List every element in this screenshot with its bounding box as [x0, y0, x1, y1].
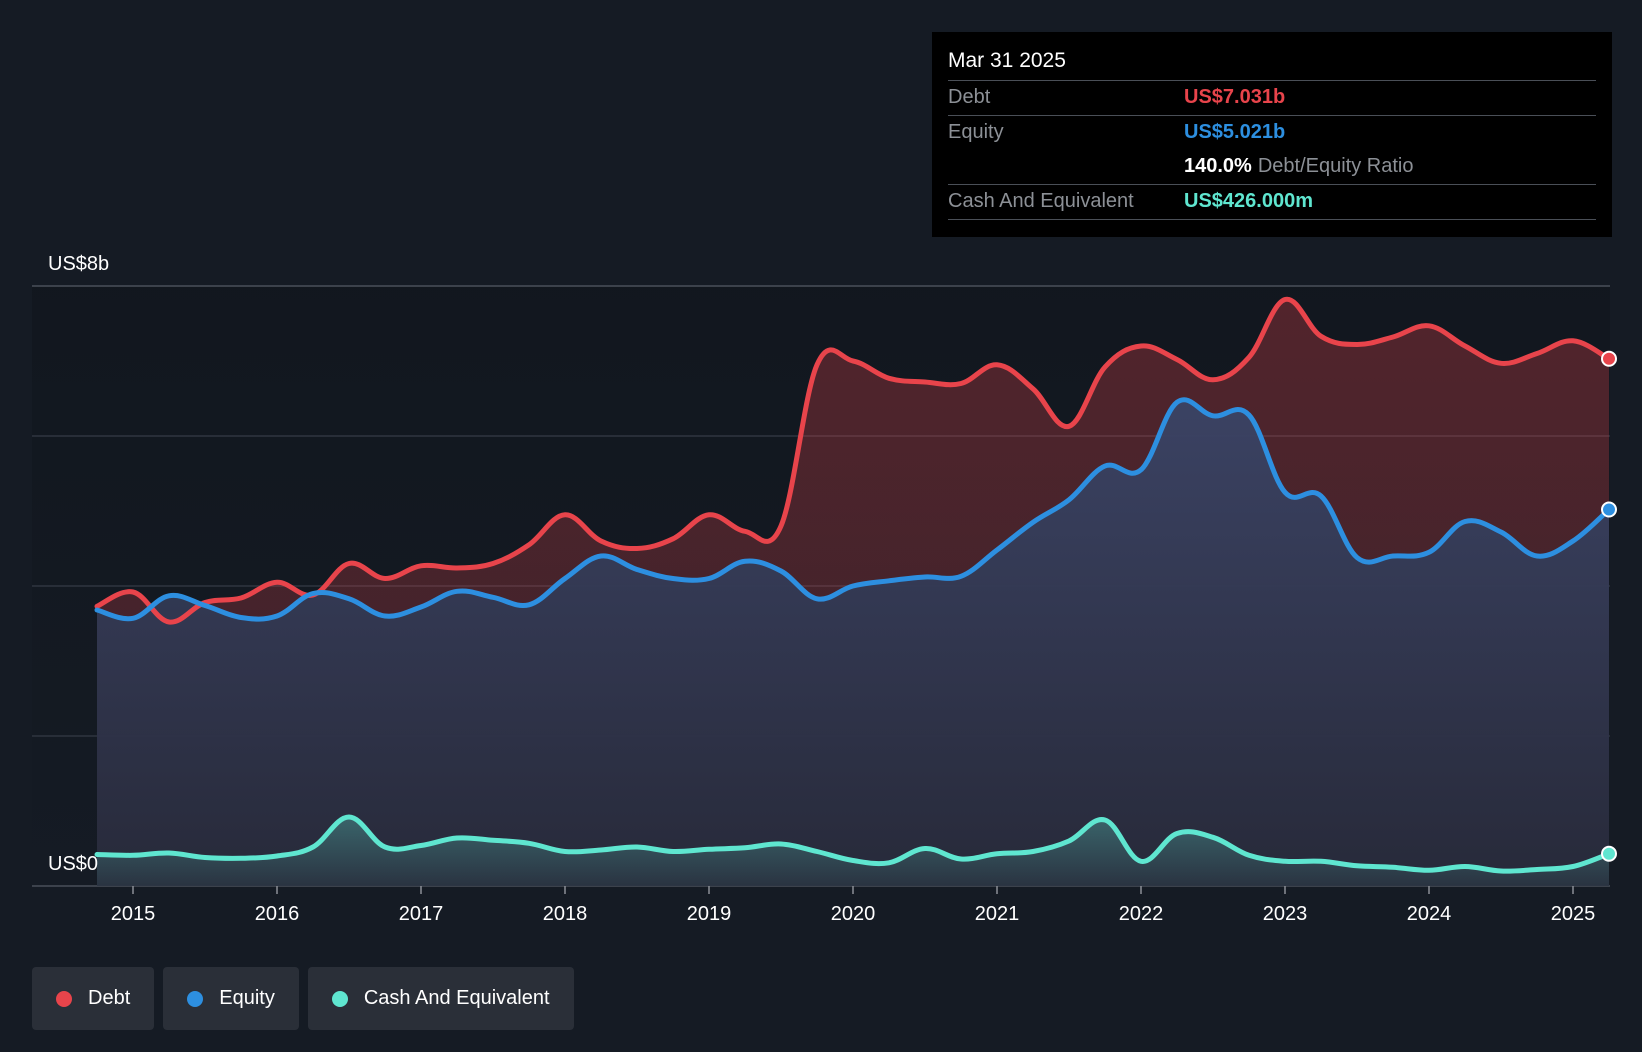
tooltip-ratio-value: 140.0%: [1184, 155, 1252, 177]
tooltip-cash-row: Cash And Equivalent US$426.000m: [948, 185, 1596, 220]
tooltip-equity-label: Equity: [948, 121, 1004, 143]
tooltip-cash-value: US$426.000m: [1184, 190, 1313, 212]
equity-series-line: [94, 397, 1612, 622]
x-tick-label: 2018: [543, 903, 588, 925]
cash-legend-dot-icon: [331, 990, 348, 1007]
legend-item-cash[interactable]: Cash And Equivalent: [307, 967, 574, 1030]
chart-legend: Debt Equity Cash And Equivalent: [32, 967, 574, 1030]
tooltip-debt-label: Debt: [948, 86, 991, 108]
x-tick-label: 2025: [1551, 903, 1596, 925]
x-tick-label: 2020: [831, 903, 876, 925]
tooltip-equity-value: US$5.021b: [1184, 121, 1286, 143]
x-tick-label: 2023: [1263, 903, 1308, 925]
cash-area: [97, 817, 1609, 886]
y-axis-bottom-label: US$0: [48, 853, 98, 875]
x-tick-label: 2022: [1119, 903, 1164, 925]
equity-endpoint-marker[interactable]: [1601, 501, 1617, 518]
legend-debt-label: Debt: [88, 987, 131, 1009]
tooltip-date: Mar 31 2025: [948, 46, 1596, 81]
tooltip-ratio-label: Debt/Equity Ratio: [1257, 155, 1414, 177]
equity-area: [97, 399, 1609, 886]
cash-series-line: [94, 814, 1612, 874]
tooltip-debt-value: US$7.031b: [1184, 86, 1286, 108]
x-tick-label: 2015: [111, 903, 156, 925]
y-axis-top-label: US$8b: [48, 253, 109, 275]
x-tick-label: 2024: [1407, 903, 1452, 925]
x-tick-label: 2021: [975, 903, 1020, 925]
legend-equity-label: Equity: [219, 987, 275, 1009]
equity-legend-dot-icon: [187, 990, 204, 1007]
tooltip-equity-row: Equity US$5.021b: [948, 116, 1596, 150]
x-tick-label: 2019: [687, 903, 732, 925]
legend-item-equity[interactable]: Equity: [163, 967, 299, 1030]
legend-item-debt[interactable]: Debt: [32, 967, 155, 1030]
x-tick-label: 2017: [399, 903, 444, 925]
tooltip-debt-row: Debt US$7.031b: [948, 81, 1596, 116]
cash-endpoint-marker[interactable]: [1601, 845, 1617, 862]
x-axis-ticks: 2015 2016 2017 2018 2019 2020 2021 2022 2023 2024…: [111, 886, 1596, 925]
tooltip-cash-label: Cash And Equivalent: [948, 190, 1134, 212]
data-tooltip: Mar 31 2025 Debt US$7.031b Equity US$5.0…: [932, 32, 1612, 237]
debt-series-line: [94, 296, 1612, 625]
x-tick-label: 2016: [255, 903, 300, 925]
debt-endpoint-marker[interactable]: [1601, 350, 1617, 367]
legend-cash-label: Cash And Equivalent: [363, 987, 550, 1009]
tooltip-ratio-row: 140.0% Debt/Equity Ratio: [948, 150, 1596, 185]
debt-legend-dot-icon: [56, 990, 72, 1007]
